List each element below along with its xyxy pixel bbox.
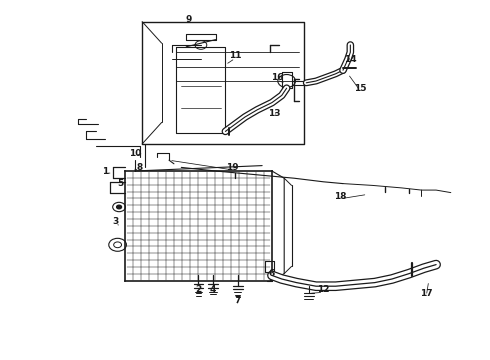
Text: 9: 9 [185,15,192,24]
Text: 6: 6 [269,269,275,278]
Text: 8: 8 [137,163,143,172]
Text: 15: 15 [354,84,367,93]
Text: 1: 1 [102,166,108,175]
Text: 10: 10 [128,149,141,158]
Text: 19: 19 [226,163,239,172]
Text: 17: 17 [420,289,433,298]
Text: 4: 4 [210,285,217,294]
Text: 16: 16 [270,73,283,82]
Text: 13: 13 [268,109,281,118]
Text: 18: 18 [334,192,347,201]
Text: 5: 5 [117,179,123,188]
Text: 11: 11 [229,51,242,60]
Circle shape [117,205,122,209]
Text: 3: 3 [112,217,118,226]
Text: 7: 7 [234,296,241,305]
Text: 2: 2 [196,285,201,294]
Text: 12: 12 [317,285,330,294]
Text: 14: 14 [344,55,357,64]
